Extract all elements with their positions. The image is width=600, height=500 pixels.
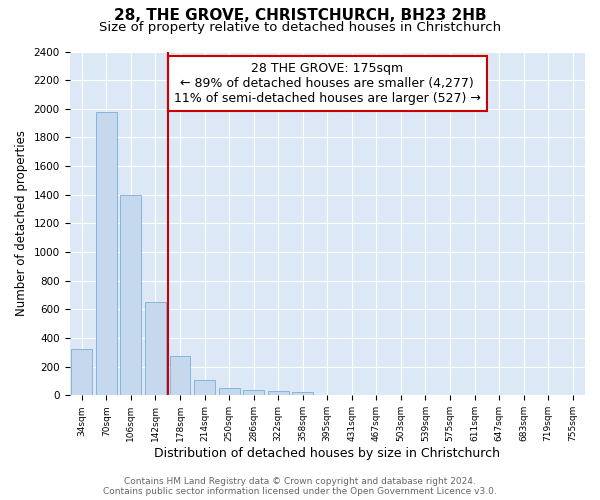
Bar	[145, 302, 166, 396]
X-axis label: Distribution of detached houses by size in Christchurch: Distribution of detached houses by size …	[154, 447, 500, 460]
Bar	[218, 388, 239, 396]
Y-axis label: Number of detached properties: Number of detached properties	[15, 130, 28, 316]
Bar	[170, 356, 190, 396]
Text: 28, THE GROVE, CHRISTCHURCH, BH23 2HB: 28, THE GROVE, CHRISTCHURCH, BH23 2HB	[113, 8, 487, 22]
Bar	[268, 391, 289, 396]
Text: Contains HM Land Registry data © Crown copyright and database right 2024.
Contai: Contains HM Land Registry data © Crown c…	[103, 476, 497, 496]
Bar	[71, 349, 92, 396]
Text: 28 THE GROVE: 175sqm
← 89% of detached houses are smaller (4,277)
11% of semi-de: 28 THE GROVE: 175sqm ← 89% of detached h…	[174, 62, 481, 105]
Bar	[292, 392, 313, 396]
Bar	[194, 380, 215, 396]
Bar	[96, 112, 117, 396]
Text: Size of property relative to detached houses in Christchurch: Size of property relative to detached ho…	[99, 22, 501, 35]
Bar	[243, 390, 264, 396]
Bar	[121, 195, 142, 396]
